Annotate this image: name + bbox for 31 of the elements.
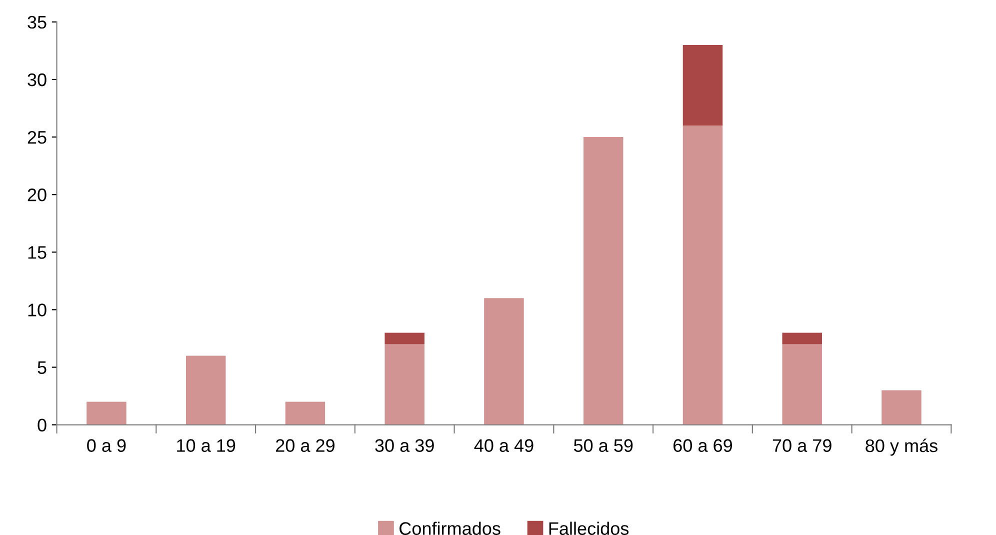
y-tick-label: 15 bbox=[28, 246, 46, 259]
x-tick-label: 80 y más bbox=[866, 438, 938, 456]
bar bbox=[583, 137, 624, 425]
x-tick-label: 20 a 29 bbox=[276, 439, 334, 452]
bar bbox=[484, 298, 524, 425]
y-tick-label: 10 bbox=[28, 304, 46, 316]
x-tick-label: 40 a 49 bbox=[474, 439, 534, 452]
legend-label: Fallecidos bbox=[549, 522, 629, 535]
bar bbox=[86, 402, 126, 425]
x-tick-label: 10 a 19 bbox=[177, 439, 236, 452]
bar bbox=[384, 332, 424, 344]
bar bbox=[682, 44, 723, 126]
bar bbox=[782, 332, 822, 344]
x-tick-label: 0 a 9 bbox=[87, 439, 126, 452]
x-tick-label: 30 a 39 bbox=[375, 439, 434, 452]
y-tick-label: 25 bbox=[28, 130, 46, 144]
bar bbox=[285, 402, 326, 425]
y-tick-label: 35 bbox=[28, 16, 46, 29]
y-tick-label: 30 bbox=[28, 73, 46, 86]
legend-label: Confirmados bbox=[400, 522, 500, 535]
bar bbox=[186, 356, 226, 425]
x-tick-label: 50 a 59 bbox=[574, 439, 633, 452]
y-tick-label: 0 bbox=[38, 418, 46, 432]
y-tick-label: 5 bbox=[38, 361, 46, 374]
bar bbox=[882, 390, 922, 425]
bar bbox=[682, 126, 723, 425]
x-tick-label: 70 a 79 bbox=[772, 439, 832, 452]
bar bbox=[782, 344, 822, 425]
bar bbox=[384, 344, 424, 425]
x-tick-label: 60 a 69 bbox=[674, 439, 732, 452]
y-tick-label: 20 bbox=[28, 188, 46, 202]
